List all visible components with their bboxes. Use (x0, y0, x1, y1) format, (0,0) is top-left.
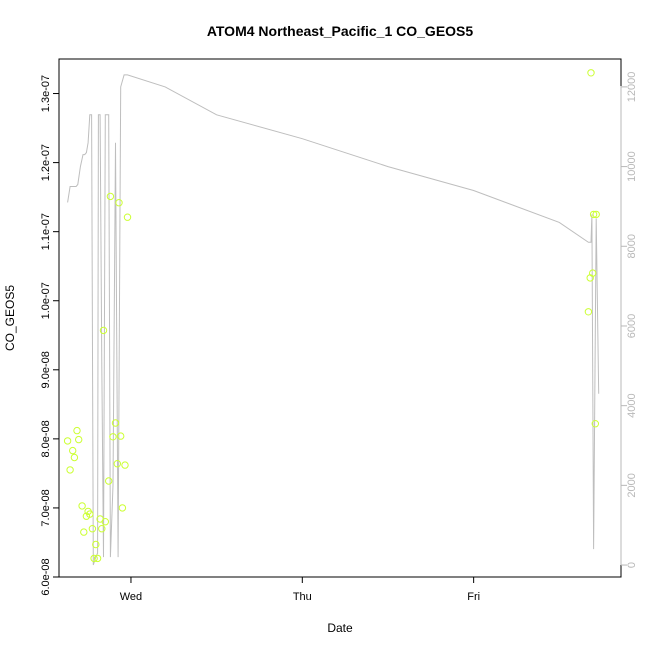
data-point (587, 69, 595, 77)
y2-tick-label: 2000 (626, 473, 638, 497)
data-point (589, 210, 598, 219)
data-point (88, 525, 97, 533)
y2-tick-label: 6000 (626, 314, 638, 338)
plot-frame (58, 58, 622, 578)
data-point (80, 528, 88, 536)
y-tick-label: 1.3e-07 (40, 75, 52, 112)
altitude-line-series (67, 74, 600, 566)
y-tick-label: 8.0e-08 (40, 420, 52, 457)
data-point (592, 210, 600, 219)
y-tick-label: 7.0e-08 (40, 489, 52, 526)
data-point (69, 446, 77, 455)
y2-tick-label: 10000 (626, 151, 638, 182)
data-point (70, 453, 79, 462)
data-point (117, 432, 125, 440)
data-point (99, 326, 108, 335)
data-point (101, 518, 110, 526)
data-point (115, 199, 123, 207)
y-tick-label: 1.1e-07 (40, 213, 52, 250)
data-point (86, 510, 94, 518)
data-point (93, 554, 102, 563)
data-point (118, 504, 127, 512)
data-point (111, 419, 120, 427)
y-axis-ticks: 6.0e-08 7.0e-08 8.0e-08 9.0e-08 1.0e-07 1.1e-… (40, 75, 59, 596)
y-tick-label: 1.2e-07 (40, 144, 52, 181)
data-point (123, 213, 132, 221)
y2-tick-label: 4000 (626, 393, 638, 417)
co-scatter-series (63, 69, 600, 563)
y-tick-label: 1.0e-07 (40, 282, 52, 319)
data-point (106, 192, 115, 201)
altitude-line (67, 74, 600, 566)
data-point (591, 420, 599, 428)
x-tick-label: Fri (467, 591, 480, 603)
y2-tick-label: 12000 (626, 72, 638, 103)
data-point (589, 269, 597, 277)
x-tick-label: Thu (293, 591, 312, 603)
data-point (66, 466, 74, 474)
data-point (90, 554, 98, 563)
x-tick-label: Wed (120, 591, 142, 603)
data-point (105, 477, 113, 485)
x-axis-title: Date (327, 621, 353, 635)
chart-title: ATOM4 Northeast_Pacific_1 CO_GEOS5 (207, 23, 474, 39)
y-tick-label: 9.0e-08 (40, 351, 52, 388)
y-axis-title: CO_GEOS5 (3, 285, 17, 351)
data-point (121, 461, 129, 469)
data-point (78, 502, 86, 510)
data-point (109, 433, 117, 441)
y2-tick-label: 8000 (626, 234, 638, 258)
data-point (75, 435, 83, 444)
data-point (73, 426, 81, 435)
data-point (92, 540, 100, 549)
data-point (584, 308, 593, 316)
data-point (98, 525, 106, 533)
y-tick-label: 6.0e-08 (40, 558, 52, 595)
x-axis-ticks: Wed Thu Fri (120, 576, 480, 603)
data-point (113, 460, 122, 468)
y2-axis-ticks: 0 2000 4000 6000 8000 10000 12000 (621, 72, 638, 568)
data-point (63, 437, 72, 445)
y2-tick-label: 0 (626, 562, 638, 568)
